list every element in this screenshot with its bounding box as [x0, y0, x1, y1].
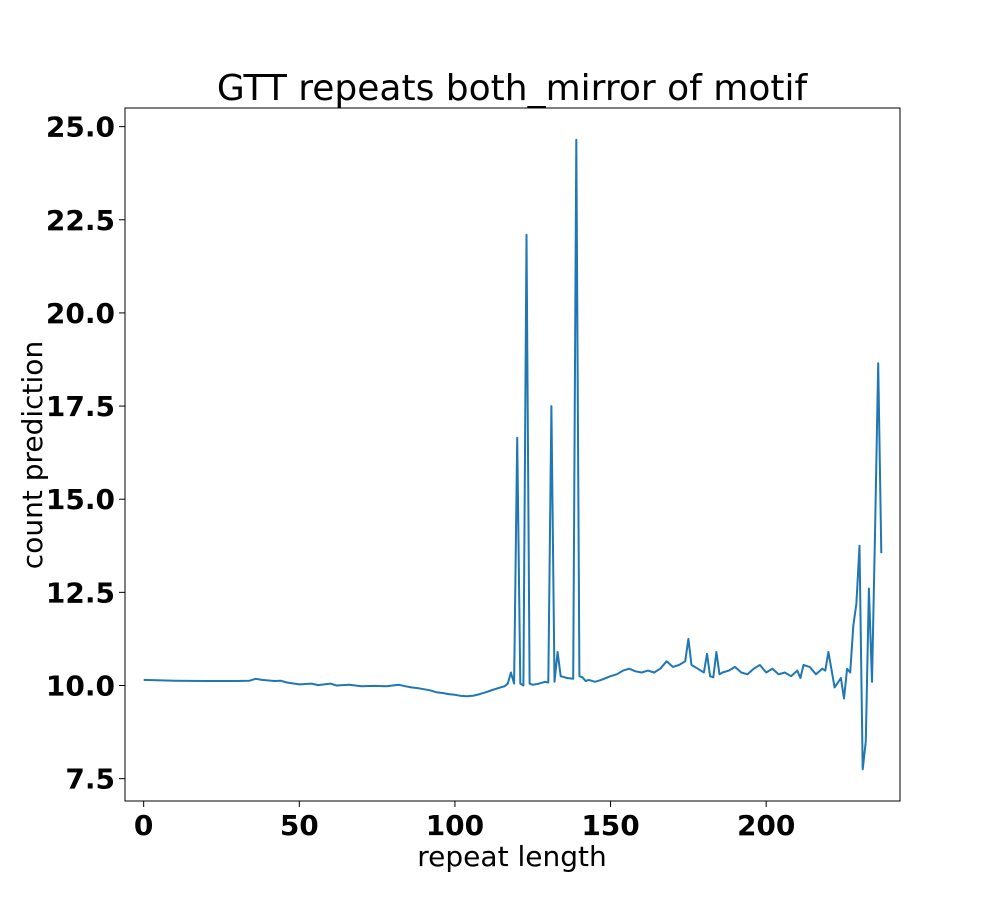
x-tick-label: 50	[280, 809, 319, 842]
y-tick-label: 25.0	[46, 111, 115, 144]
x-tick-label: 200	[737, 809, 795, 842]
y-tick-label: 7.5	[65, 763, 115, 796]
y-tick-label: 20.0	[46, 297, 115, 330]
x-axis: 0 50 100 150 200	[134, 801, 795, 842]
y-tick-label: 12.5	[46, 576, 115, 609]
y-tick-label: 15.0	[46, 483, 115, 516]
x-axis-label: repeat length	[417, 840, 606, 873]
y-tick-label: 22.5	[46, 204, 115, 237]
chart-title: GTT repeats both_mirror of motif	[217, 68, 809, 109]
series-line	[143, 138, 883, 771]
x-tick-label: 100	[426, 809, 484, 842]
x-tick-label: 0	[134, 809, 153, 842]
y-tick-label: 10.0	[46, 670, 115, 703]
y-axis-label: count prediction	[16, 341, 49, 569]
x-tick-label: 150	[581, 809, 639, 842]
plot-frame	[124, 107, 901, 802]
plot-area	[143, 138, 883, 771]
y-tick-label: 17.5	[46, 390, 115, 423]
y-axis: 7.5 10.0 12.5 15.0 17.5 20.0 22.5 25.0	[46, 111, 125, 796]
